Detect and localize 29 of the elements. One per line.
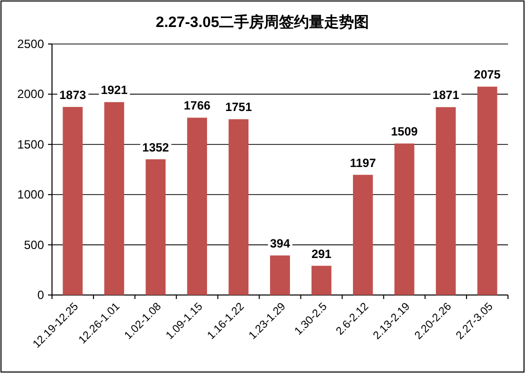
data-label: 1871	[432, 88, 460, 102]
bar	[270, 255, 290, 295]
bar	[146, 159, 166, 295]
y-tick-label: 2500	[17, 37, 44, 51]
bar	[187, 118, 208, 295]
data-label: 1921	[100, 83, 128, 98]
bar	[477, 86, 498, 295]
bar	[352, 174, 373, 295]
data-label: 394	[270, 236, 290, 250]
bar	[62, 106, 83, 295]
data-label: 1766	[184, 98, 211, 113]
y-tick-label: 0	[37, 288, 44, 302]
data-label: 1352	[142, 140, 170, 154]
y-tick-label: 1000	[17, 188, 44, 202]
data-label: 1751	[225, 100, 252, 114]
y-tick-label: 2000	[17, 87, 44, 102]
bar	[436, 107, 456, 295]
bar	[104, 102, 124, 295]
y-tick-label: 500	[24, 238, 44, 252]
bar	[228, 119, 248, 295]
data-label: 1509	[391, 124, 418, 138]
chart-title: 2.27-3.05二手房周签约量走势图	[156, 13, 370, 31]
data-label: 1197	[350, 156, 376, 170]
bar	[394, 143, 414, 295]
data-label: 2075	[474, 68, 501, 82]
y-tick-label: 1500	[17, 137, 44, 152]
data-label: 1873	[59, 88, 86, 102]
bar	[312, 266, 332, 295]
data-label: 291	[311, 246, 332, 261]
